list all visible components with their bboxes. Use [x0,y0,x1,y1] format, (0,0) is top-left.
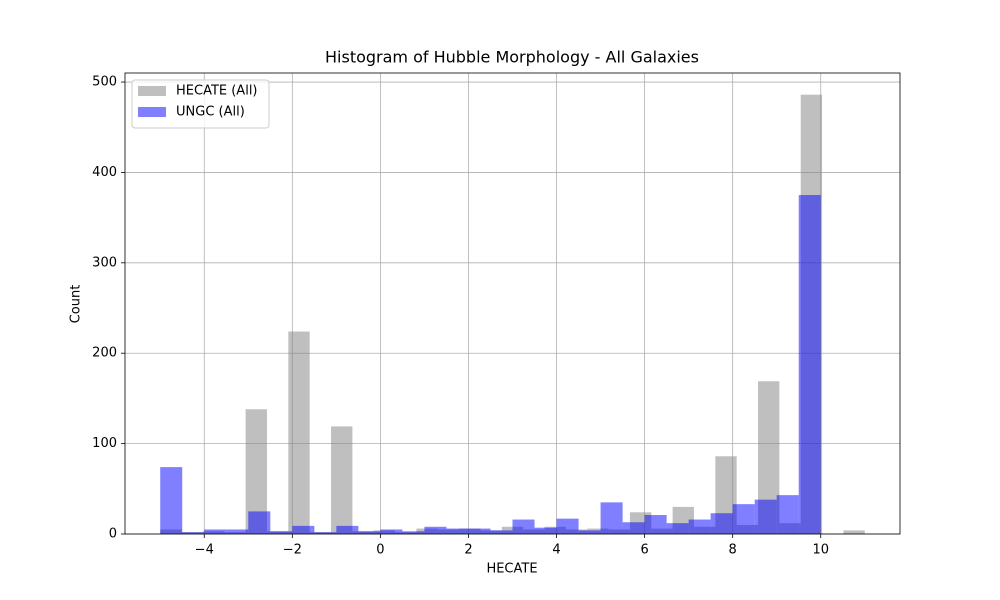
histogram-bar [666,523,689,534]
histogram-bar [556,518,579,534]
histogram-bar [534,527,557,534]
legend-swatch [138,107,166,117]
legend-label: HECATE (All) [176,84,258,99]
histogram-bar [776,495,799,534]
y-tick-label: 300 [92,255,117,270]
histogram-bar [331,426,353,534]
x-tick-label: 8 [729,543,737,558]
histogram-bar [314,532,337,534]
plot-frame [124,72,901,535]
legend-box [131,79,270,129]
histogram-bar [288,331,310,534]
y-tick-label: 400 [92,165,117,180]
histogram-bar [336,525,359,534]
histogram-bar [600,502,623,534]
histogram-bar [578,530,601,534]
histogram-bar [758,381,780,534]
histogram-bar [160,467,183,534]
histogram-bar [446,528,469,534]
x-tick-label: 0 [376,543,384,558]
chart-title: Histogram of Hubble Morphology - All Gal… [325,48,699,67]
x-tick-label: 2 [464,543,472,558]
x-tick-label: 6 [640,543,648,558]
histogram-bar [424,526,447,534]
histogram-bar [798,195,821,534]
histogram-bar [245,409,267,534]
histogram-bar [512,519,535,534]
y-tick-label: 100 [92,436,117,451]
histogram-bar [644,515,667,534]
histogram-bar [622,522,645,534]
x-tick-label: −4 [195,543,214,558]
histogram-bar [754,499,777,534]
x-tick-label: 10 [812,543,829,558]
histogram-bar [292,525,315,534]
y-tick-label: 500 [92,75,117,90]
histogram-bar [710,513,733,534]
histogram-bar [358,531,381,534]
histogram-bar [732,504,755,534]
y-tick-label: 200 [92,346,117,361]
x-tick-label: −2 [283,543,302,558]
histogram-bar [843,530,865,534]
y-axis-label: Count [69,285,84,324]
x-axis-label: HECATE [486,562,537,577]
legend-swatch [138,86,166,96]
histogram-bar [468,528,491,534]
y-tick-label: 0 [109,527,117,542]
histogram-bar [248,511,271,534]
histogram-bar [226,529,249,534]
histogram-bar [490,530,513,534]
histogram-bar [204,529,227,534]
legend-label: UNGC (All) [176,105,245,120]
histogram-bar [270,531,293,534]
histogram-bar [688,519,711,534]
histogram-bar [402,531,425,534]
x-tick-label: 4 [552,543,560,558]
histogram-bar [380,529,403,534]
histogram-bar [182,532,205,534]
